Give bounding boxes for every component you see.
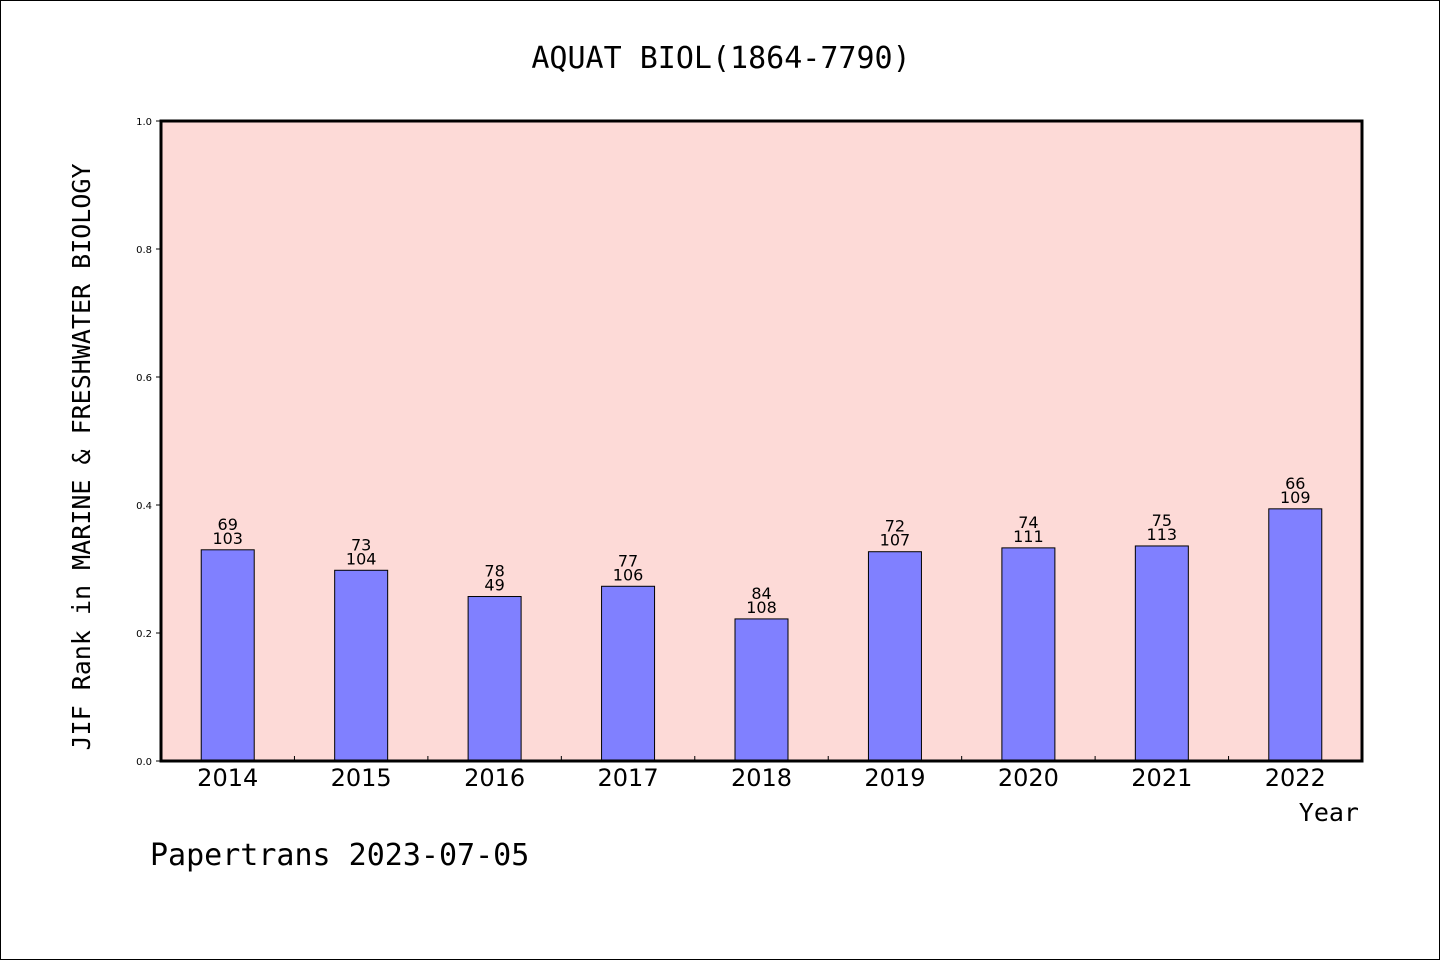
bar-2019 <box>867 551 922 762</box>
data-label-total: 106 <box>613 565 644 584</box>
data-label-rank: 84 <box>751 584 771 603</box>
bar-2016 <box>467 596 522 762</box>
y-tick-label: 0.0 <box>136 757 152 768</box>
data-label-rank: 74 <box>1018 513 1038 532</box>
x-axis: 2014 2015 2016 2017 2018 2019 2020 2021 2022 <box>197 756 1326 792</box>
bar-2018 <box>734 618 789 762</box>
bar-2015 <box>334 569 389 762</box>
x-axis-title: Year <box>1299 798 1359 827</box>
x-tick-label: 2015 <box>331 764 392 792</box>
x-tick-label: 2016 <box>464 764 525 792</box>
bar-2014 <box>200 549 255 762</box>
data-label-rank: 78 <box>484 562 504 581</box>
bar-2020 <box>1001 547 1056 762</box>
data-label-total: 108 <box>746 598 777 617</box>
footer-text: Papertrans 2023-07-05 <box>150 838 529 873</box>
y-tick-label: 0.4 <box>136 501 152 512</box>
data-label-total: 107 <box>880 531 911 550</box>
y-axis: 0.0 0.2 0.4 0.6 0.8 1.0 <box>136 117 161 768</box>
x-tick-label: 2022 <box>1265 764 1326 792</box>
data-label-rank: 75 <box>1152 511 1172 530</box>
data-label-rank: 72 <box>885 517 905 536</box>
y-tick-label: 0.2 <box>136 629 152 640</box>
data-label-rank: 69 <box>218 515 238 534</box>
plot-frame <box>159 119 1364 763</box>
bar-2017 <box>601 585 656 762</box>
x-tick-label: 2019 <box>864 764 925 792</box>
bar-2021 <box>1134 545 1189 762</box>
bars-group <box>200 508 1323 762</box>
data-label-rank: 73 <box>351 535 371 554</box>
y-axis-title: JIF Rank in MARINE & FRESHWATER BIOLOGY <box>67 164 96 751</box>
bar-2022 <box>1268 508 1323 762</box>
data-label-total: 109 <box>1280 488 1311 507</box>
y-tick-label: 0.6 <box>136 373 152 384</box>
x-tick-label: 2018 <box>731 764 792 792</box>
data-label-total: 113 <box>1147 525 1178 544</box>
data-label-total: 49 <box>484 576 504 595</box>
y-tick-label: 0.8 <box>136 245 152 256</box>
x-tick-label: 2017 <box>598 764 659 792</box>
x-tick-label: 2014 <box>197 764 258 792</box>
chart-title: AQUAT BIOL(1864-7790) <box>531 41 910 76</box>
data-label-total: 104 <box>346 549 377 568</box>
data-label-total: 103 <box>212 529 243 548</box>
x-tick-label: 2020 <box>998 764 1059 792</box>
data-label-rank: 66 <box>1285 474 1305 493</box>
data-label-total: 111 <box>1013 527 1044 546</box>
x-tick-label: 2021 <box>1131 764 1192 792</box>
data-label-rank: 77 <box>618 551 638 570</box>
y-tick-label: 1.0 <box>136 117 152 128</box>
